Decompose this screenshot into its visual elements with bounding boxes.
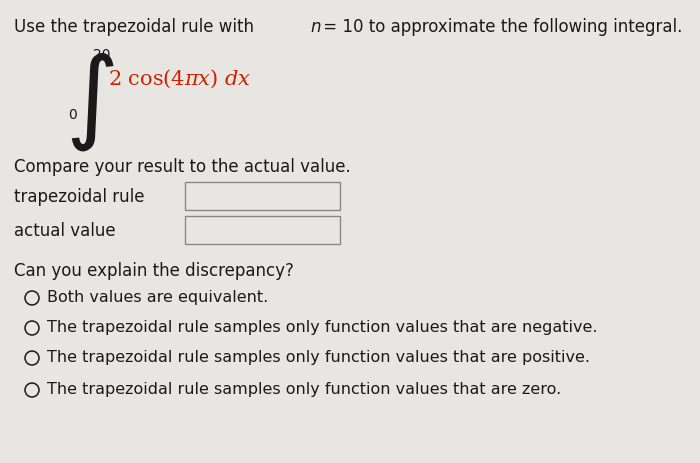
FancyBboxPatch shape: [185, 216, 340, 244]
Text: The trapezoidal rule samples only function values that are positive.: The trapezoidal rule samples only functi…: [47, 350, 590, 365]
Text: $2\ \cos(4\pi x)\ dx$: $2\ \cos(4\pi x)\ dx$: [108, 68, 251, 90]
Text: Use the trapezoidal rule with: Use the trapezoidal rule with: [14, 18, 259, 36]
Text: The trapezoidal rule samples only function values that are zero.: The trapezoidal rule samples only functi…: [47, 382, 561, 397]
Text: Compare your result to the actual value.: Compare your result to the actual value.: [14, 158, 351, 176]
Text: = 10 to approximate the following integral.: = 10 to approximate the following integr…: [318, 18, 682, 36]
Text: 0: 0: [68, 108, 77, 122]
Text: The trapezoidal rule samples only function values that are negative.: The trapezoidal rule samples only functi…: [47, 320, 598, 335]
Text: actual value: actual value: [14, 222, 116, 240]
Text: 20: 20: [93, 48, 111, 62]
Text: Can you explain the discrepancy?: Can you explain the discrepancy?: [14, 262, 294, 280]
FancyBboxPatch shape: [185, 182, 340, 210]
Text: Both values are equivalent.: Both values are equivalent.: [47, 290, 268, 305]
Text: $\int$: $\int$: [65, 50, 114, 153]
Text: n: n: [310, 18, 321, 36]
Text: trapezoidal rule: trapezoidal rule: [14, 188, 144, 206]
